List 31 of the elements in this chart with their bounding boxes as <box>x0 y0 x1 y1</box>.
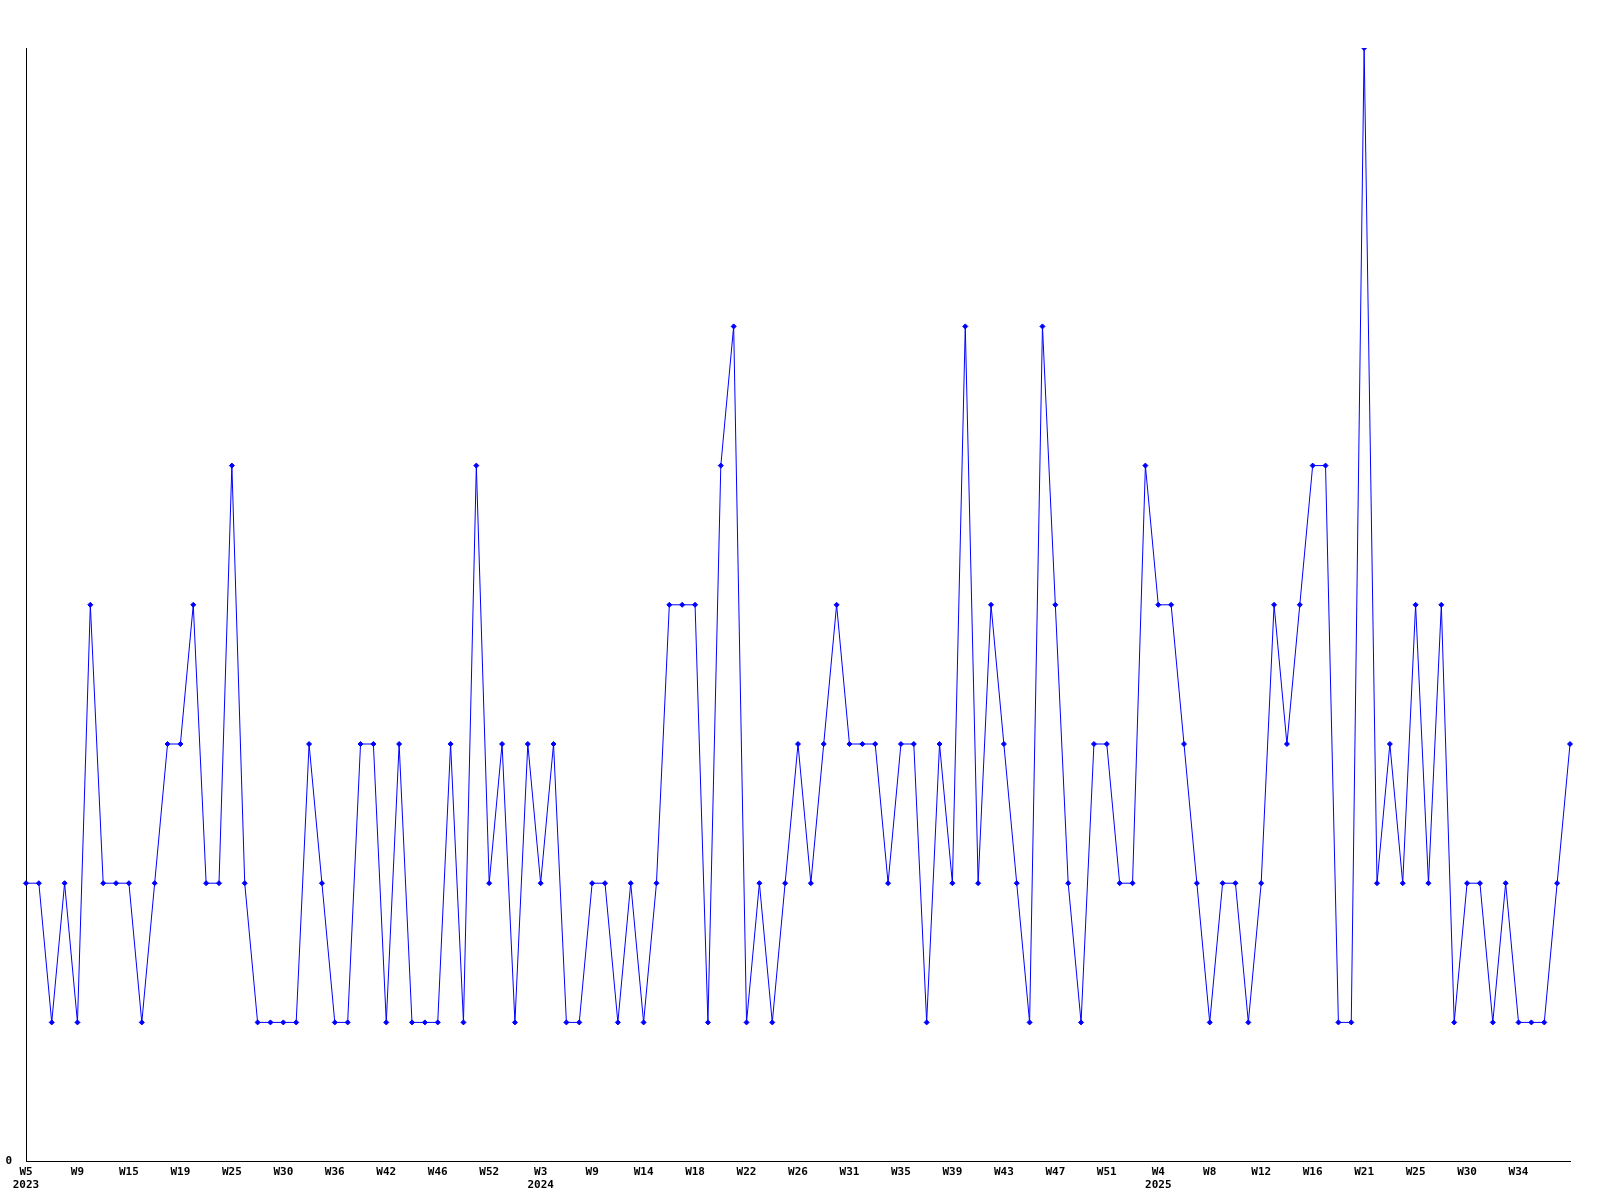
x-tick-label: W34 <box>1508 1165 1529 1179</box>
x-tick-label: W30 <box>1457 1165 1477 1179</box>
x-tick-label: W5 2023 <box>12 1165 40 1192</box>
x-tick-label: W51 <box>1096 1165 1118 1179</box>
x-tick-label: W43 <box>993 1165 1014 1179</box>
x-tick-label: W16 <box>1302 1165 1323 1179</box>
x-tick-label: W9 <box>70 1165 85 1179</box>
x-tick-label: W19 <box>170 1165 191 1179</box>
x-tick-label: W47 <box>1045 1165 1066 1179</box>
x-tick-label: W52 <box>479 1165 500 1179</box>
x-tick-label: W39 <box>942 1165 963 1179</box>
x-tick-label: W35 <box>891 1165 911 1179</box>
x-tick-label: W18 <box>685 1165 705 1179</box>
text: 0 <box>5 1154 12 1168</box>
x-tick-label: W26 <box>788 1165 809 1179</box>
x-tick-label: W22 <box>736 1165 757 1179</box>
x-tick-label: W42 <box>376 1165 397 1179</box>
x-tick-label: W21 <box>1354 1165 1375 1179</box>
x-tick-label: W30 <box>273 1165 294 1179</box>
x-tick-label: W36 <box>324 1165 346 1179</box>
x-tick-label: W3 2024 <box>527 1165 555 1192</box>
x-tick-label: W46 <box>427 1165 449 1179</box>
x-tick-label: W4 2025 <box>1145 1165 1172 1192</box>
x-tick-label: W25 <box>1405 1165 1426 1179</box>
x-tick-label: W31 <box>839 1165 860 1179</box>
x-tick-label: W8 <box>1203 1165 1217 1179</box>
x-tick-label: W14 <box>633 1165 654 1179</box>
x-tick-label: W9 <box>585 1165 599 1179</box>
x-tick-label: W12 <box>1251 1165 1272 1179</box>
x-tick-label: W25 <box>221 1165 242 1179</box>
x-tick-label: W15 <box>119 1165 139 1179</box>
